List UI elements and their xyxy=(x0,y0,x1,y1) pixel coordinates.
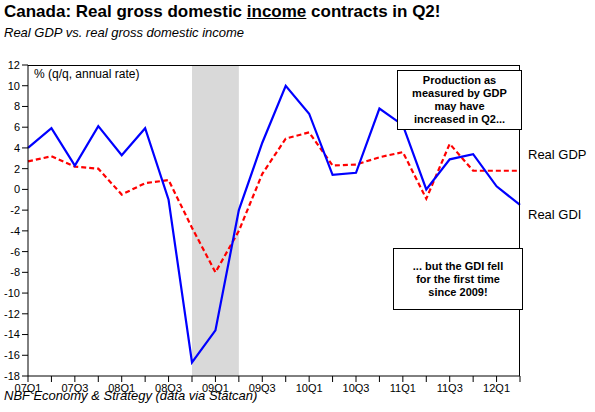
svg-text:-6: -6 xyxy=(10,246,20,258)
svg-text:10Q1: 10Q1 xyxy=(296,382,323,394)
svg-text:6: 6 xyxy=(14,121,20,133)
svg-text:10: 10 xyxy=(8,80,20,92)
svg-text:10Q3: 10Q3 xyxy=(343,382,370,394)
svg-text:-12: -12 xyxy=(8,308,20,320)
svg-text:-8: -8 xyxy=(10,266,20,278)
svg-text:-14: -14 xyxy=(8,328,20,340)
svg-text:Real GDP: Real GDP xyxy=(528,147,587,162)
svg-text:-16: -16 xyxy=(8,349,20,361)
svg-text:11Q3: 11Q3 xyxy=(437,382,463,394)
svg-text:12Q1: 12Q1 xyxy=(483,382,510,394)
svg-text:-10: -10 xyxy=(8,287,20,299)
svg-text:-18: -18 xyxy=(8,370,20,382)
svg-text:2: 2 xyxy=(14,163,20,175)
svg-text:12: 12 xyxy=(8,59,20,71)
svg-text:4: 4 xyxy=(14,142,20,154)
svg-text:-2: -2 xyxy=(10,204,20,216)
svg-text:11Q1: 11Q1 xyxy=(390,382,416,394)
svg-text:Real GDI: Real GDI xyxy=(528,207,581,222)
svg-text:-4: -4 xyxy=(10,225,20,237)
svg-text:8: 8 xyxy=(14,100,20,112)
svg-text:0: 0 xyxy=(14,183,20,195)
